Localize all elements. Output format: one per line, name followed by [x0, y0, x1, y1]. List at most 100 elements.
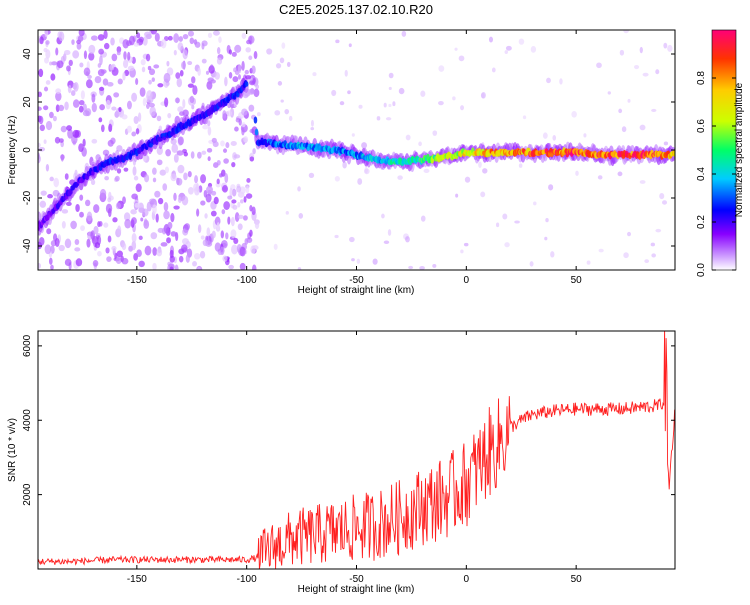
noise-speck	[241, 122, 246, 128]
noise-speck	[82, 103, 87, 112]
noise-speck	[233, 154, 241, 159]
noise-speck	[252, 148, 256, 155]
noise-speck	[130, 209, 136, 215]
noise-speck	[542, 132, 548, 139]
noise-speck	[178, 255, 184, 263]
noise-speck	[131, 217, 137, 225]
noise-speck	[633, 64, 640, 70]
noise-speck	[83, 67, 91, 76]
noise-speck	[99, 188, 107, 199]
noise-speck	[49, 111, 54, 119]
noise-speck	[204, 213, 208, 219]
noise-speck	[211, 190, 217, 196]
noise-speck	[174, 264, 179, 270]
noise-speck	[55, 88, 62, 94]
noise-speck	[225, 142, 230, 149]
noise-speck	[88, 44, 96, 55]
noise-speck	[312, 72, 317, 77]
noise-speck	[189, 37, 195, 45]
figure-title: C2E5.2025.137.02.10.R20	[279, 2, 433, 17]
noise-speck	[152, 167, 157, 175]
noise-speck	[206, 80, 213, 90]
x-tick-label: -50	[349, 574, 364, 585]
noise-speck	[201, 42, 205, 50]
noise-speck	[104, 175, 109, 181]
noise-speck	[191, 76, 196, 84]
noise-speck	[163, 210, 170, 220]
noise-speck	[54, 238, 60, 247]
noise-speck	[224, 76, 228, 87]
noise-speck	[248, 55, 253, 61]
noise-speck	[122, 39, 129, 49]
noise-speck	[123, 51, 127, 60]
noise-speck	[88, 52, 95, 61]
noise-speck	[182, 49, 188, 60]
noise-speck	[229, 187, 233, 198]
noise-speck	[627, 231, 632, 237]
noise-speck	[44, 30, 49, 38]
y-tick-label: 4000	[22, 409, 33, 432]
noise-speck	[135, 78, 139, 86]
noise-speck	[167, 113, 172, 119]
noise-speck	[38, 154, 41, 164]
noise-speck	[91, 138, 98, 144]
noise-speck	[94, 242, 101, 249]
noise-speck	[207, 32, 213, 39]
noise-speck	[92, 260, 99, 267]
noise-speck	[388, 72, 394, 79]
noise-speck	[383, 102, 387, 108]
noise-speck	[254, 221, 260, 230]
noise-speck	[45, 80, 51, 85]
noise-speck	[183, 151, 188, 157]
noise-speck	[180, 61, 186, 70]
noise-speck	[111, 106, 117, 111]
noise-speck	[65, 201, 72, 207]
noise-speck	[364, 168, 370, 175]
noise-speck	[97, 63, 102, 68]
noise-speck	[144, 31, 151, 38]
noise-speck	[504, 242, 510, 248]
noise-speck	[61, 209, 69, 214]
noise-speck	[187, 170, 192, 178]
noise-speck	[113, 92, 120, 98]
noise-speck	[207, 156, 211, 162]
noise-speck	[123, 167, 129, 172]
noise-speck	[121, 257, 129, 265]
noise-speck	[356, 258, 361, 264]
noise-speck	[177, 196, 182, 203]
noise-speck	[277, 81, 283, 86]
noise-speck	[213, 196, 219, 205]
noise-speck	[226, 110, 233, 117]
noise-speck	[98, 86, 105, 91]
noise-speck	[83, 50, 88, 60]
noise-speck	[623, 252, 629, 259]
noise-speck	[194, 253, 201, 260]
noise-speck	[102, 149, 110, 156]
noise-speck	[210, 79, 216, 84]
noise-speck	[200, 200, 206, 206]
noise-speck	[206, 185, 213, 195]
noise-speck	[38, 106, 42, 111]
noise-speck	[231, 161, 236, 168]
noise-speck	[58, 138, 64, 143]
noise-speck	[231, 51, 237, 57]
noise-speck	[181, 195, 189, 206]
noise-speck	[152, 204, 157, 215]
noise-speck	[157, 83, 164, 88]
noise-speck	[244, 238, 249, 245]
noise-speck	[142, 36, 148, 46]
noise-speck	[518, 163, 523, 168]
noise-speck	[78, 105, 84, 113]
noise-speck	[197, 224, 202, 234]
noise-speck	[209, 64, 214, 71]
noise-speck	[132, 166, 137, 176]
noise-speck	[58, 31, 65, 42]
noise-speck	[388, 103, 392, 108]
noise-speck	[68, 59, 73, 67]
noise-speck	[545, 217, 549, 223]
noise-speck	[238, 118, 242, 126]
noise-speck	[173, 49, 177, 56]
noise-speck	[242, 215, 248, 221]
noise-speck	[617, 171, 623, 177]
